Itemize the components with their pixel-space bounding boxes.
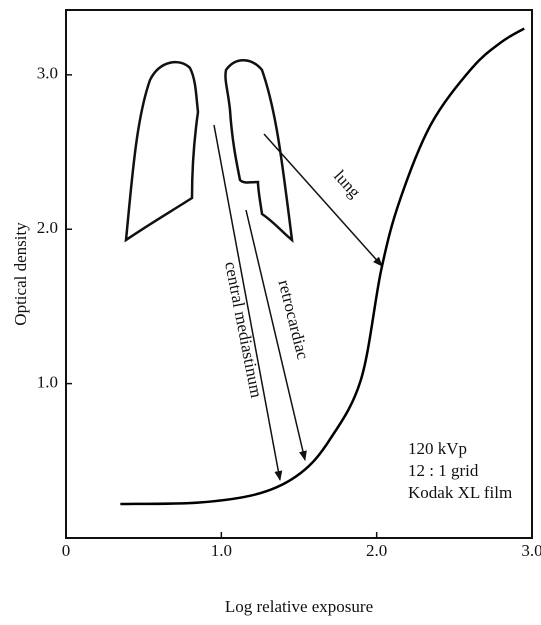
x-axis-label: Log relative exposure <box>225 597 373 616</box>
annotation: 120 kVp <box>408 439 467 458</box>
x-tick-label: 1.0 <box>211 541 232 560</box>
y-tick-label: 3.0 <box>37 64 58 83</box>
x-tick-label: 2.0 <box>366 541 387 560</box>
arrow <box>263 133 383 267</box>
annotation: Kodak XL film <box>408 483 512 502</box>
arrow <box>245 209 307 461</box>
curve <box>120 27 525 506</box>
annotation: central mediastinum <box>221 260 266 399</box>
x-tick-label: 3.0 <box>521 541 541 560</box>
left-lung-outline <box>124 60 200 243</box>
y-axis-label: Optical density <box>11 222 30 326</box>
x-tick-label: 0 <box>62 541 71 560</box>
plot-frame <box>65 9 533 539</box>
y-tick-label: 2.0 <box>37 218 58 237</box>
annotation: retrocardiac <box>275 278 313 362</box>
annotation: 12 : 1 grid <box>408 461 479 480</box>
annotation: lung <box>330 166 365 202</box>
y-tick-label: 1.0 <box>37 373 58 392</box>
right-lung-outline <box>224 59 294 243</box>
arrow <box>213 124 283 481</box>
